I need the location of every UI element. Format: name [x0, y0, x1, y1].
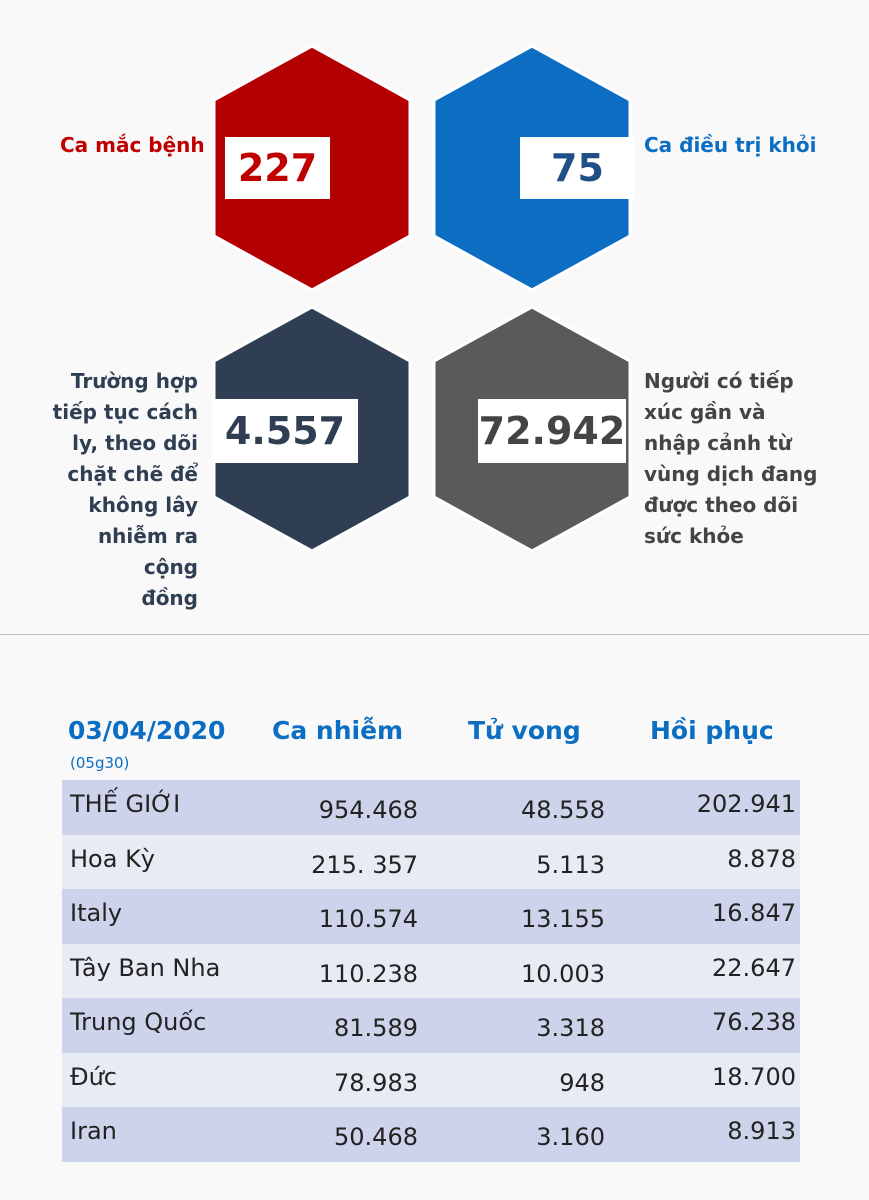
monitored-label: Người có tiếp xúc gần và nhập cảnh từ vù…: [644, 369, 818, 548]
country-name: Iran: [70, 1117, 117, 1145]
deaths-value: 3.160: [536, 1123, 605, 1151]
table-header: 03/04/2020 (05g30) Ca nhiễm Tử vong Hồi …: [62, 712, 800, 780]
country-name: Italy: [70, 899, 123, 927]
table-row: Iran 50.468 3.160 8.913: [62, 1107, 800, 1162]
cases-value: 110.574: [318, 905, 418, 933]
header-cases: Ca nhiễm: [272, 716, 404, 745]
country-name: Tây Ban Nha: [70, 953, 221, 982]
infected-value: 227: [225, 137, 330, 199]
isolated-value: 4.557: [212, 399, 358, 463]
table-row: Hoa Kỳ 215. 357 5.113 8.878: [62, 834, 800, 889]
table-time: (05g30): [70, 754, 130, 772]
deaths-value: 5.113: [536, 850, 605, 879]
table-row: Trung Quốc 81.589 3.318 76.238: [62, 998, 800, 1053]
table-row: Đức 78.983 948 18.700: [62, 1052, 800, 1107]
table-row: THẾ GIỚI 954.468 48.558 202.941: [62, 780, 800, 835]
table-row: Tây Ban Nha 110.238 10.003 22.647: [62, 943, 800, 998]
recovered-value: 8.913: [727, 1117, 796, 1145]
world-stats-table: 03/04/2020 (05g30) Ca nhiễm Tử vong Hồi …: [62, 712, 800, 1162]
recovered-label: Ca điều trị khỏi: [644, 133, 817, 157]
table-row: Italy 110.574 13.155 16.847: [62, 889, 800, 944]
cases-value: 954.468: [318, 796, 418, 824]
cases-value: 81.589: [334, 1014, 418, 1042]
recovered-value: 16.847: [712, 899, 796, 927]
cases-value: 110.238: [318, 959, 418, 988]
recovered-value: 76.238: [712, 1008, 796, 1036]
recovered-value: 202.941: [696, 790, 796, 818]
country-name: Hoa Kỳ: [70, 844, 156, 873]
deaths-value: 10.003: [521, 959, 605, 988]
monitored-value: 72.942: [478, 399, 626, 463]
recovered-value: 22.647: [712, 953, 796, 982]
section-divider: [0, 634, 869, 635]
cases-value: 50.468: [334, 1123, 418, 1151]
recovered-value: 8.878: [727, 844, 796, 873]
deaths-value: 13.155: [521, 905, 605, 933]
isolated-label: Trường hợp tiếp tục cách ly, theo dõi ch…: [52, 369, 198, 610]
recovered-value: 18.700: [712, 1062, 796, 1091]
cases-value: 78.983: [334, 1068, 418, 1097]
header-recovered: Hồi phục: [650, 716, 774, 745]
country-name: Trung Quốc: [70, 1008, 207, 1036]
cases-value: 215. 357: [311, 850, 418, 879]
country-name: THẾ GIỚI: [70, 790, 181, 818]
deaths-value: 948: [559, 1068, 605, 1097]
table-date: 03/04/2020: [68, 716, 226, 745]
header-deaths: Tử vong: [468, 716, 581, 745]
deaths-value: 3.318: [536, 1014, 605, 1042]
infected-label: Ca mắc bệnh: [60, 133, 205, 157]
deaths-value: 48.558: [521, 796, 605, 824]
recovered-value: 75: [520, 137, 635, 199]
country-name: Đức: [70, 1062, 118, 1091]
